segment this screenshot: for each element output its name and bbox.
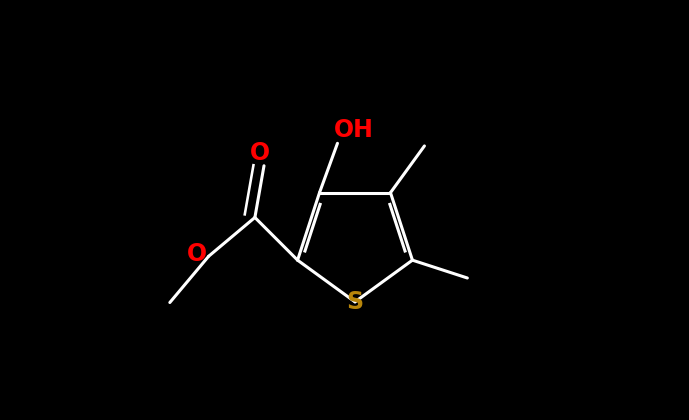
Text: S: S <box>347 290 364 314</box>
Text: O: O <box>249 141 270 165</box>
Text: O: O <box>187 241 207 265</box>
Text: OH: OH <box>334 118 374 142</box>
